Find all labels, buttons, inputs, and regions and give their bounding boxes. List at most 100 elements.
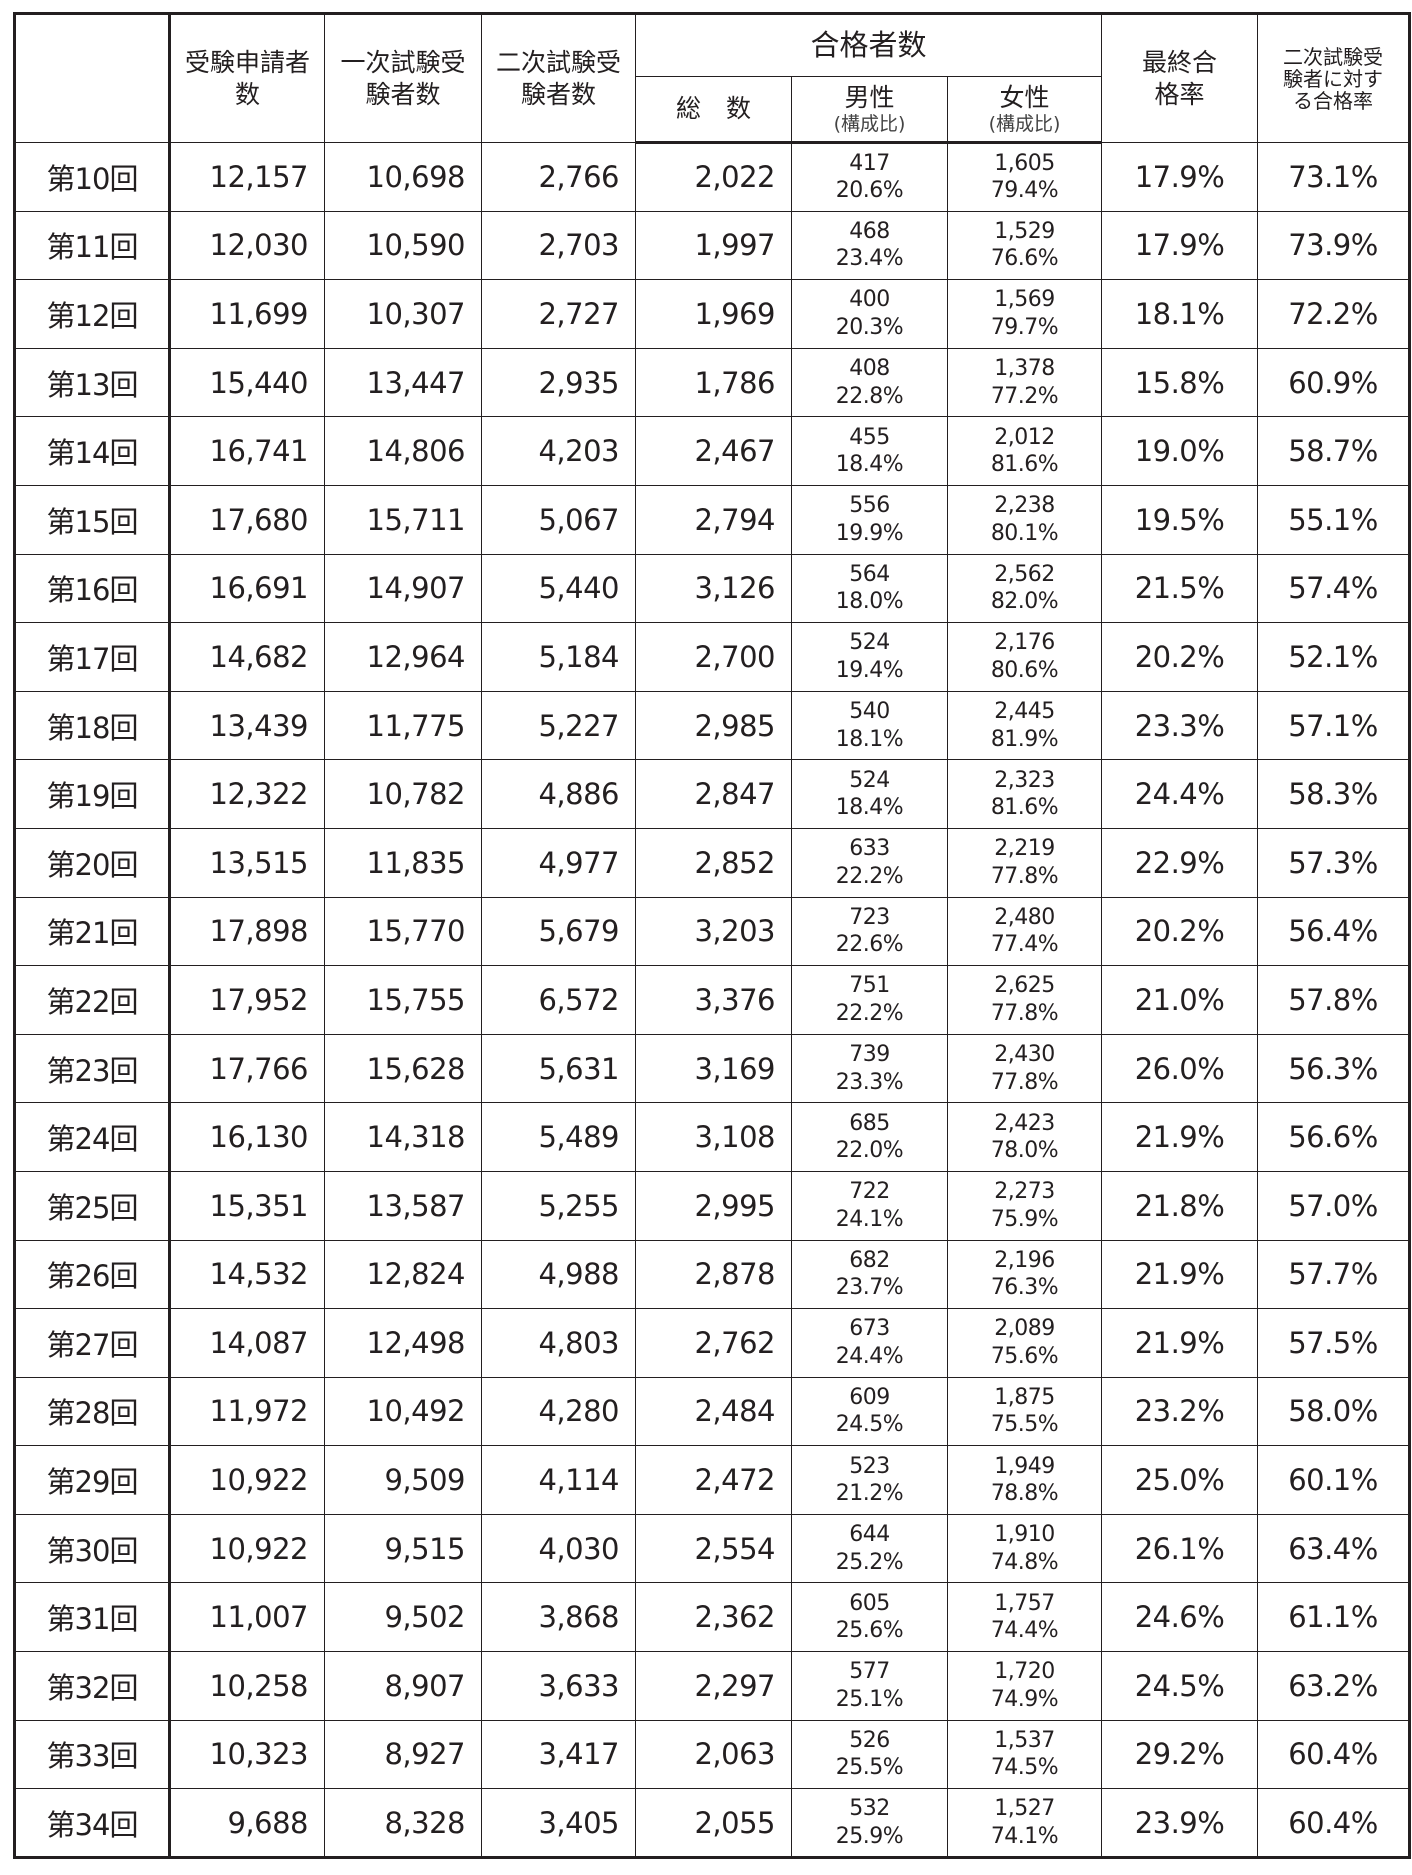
- round-label-value: 第25回: [46, 1190, 139, 1225]
- first-exam-cell: 9,515: [324, 1513, 482, 1584]
- round-label: 第14回: [14, 416, 171, 486]
- first-exam-cell-value: 10,590: [366, 228, 466, 263]
- final-rate-cell: 23.9%: [1101, 1788, 1259, 1858]
- total-passers-cell-value: 2,362: [694, 1600, 775, 1635]
- first-exam-cell-value: 12,498: [366, 1325, 466, 1360]
- rate-vs-second-cell: 57.8%: [1257, 965, 1410, 1035]
- table-row: 第29回 10,922 9,509 4,114 2,472 523 21.2% 1,949 78…: [14, 1445, 1410, 1515]
- table-row: 第34回 9,688 8,328 3,405 2,055 532 25.9% 1,527 74.…: [14, 1788, 1410, 1858]
- final-rate-cell-value: 21.0%: [1134, 982, 1225, 1017]
- rate-vs-second-cell-value: 73.9%: [1288, 228, 1378, 263]
- corner-header: [14, 13, 171, 143]
- final-rate-cell: 26.0%: [1101, 1033, 1259, 1104]
- final-rate-cell-value: 21.8%: [1134, 1188, 1225, 1223]
- female-passers-cell-value: 2,176: [994, 630, 1055, 656]
- final-rate-cell: 29.2%: [1101, 1719, 1259, 1790]
- male-passers-cell-value: 18.0%: [835, 589, 904, 615]
- final-rate-cell-value: 20.2%: [1134, 914, 1225, 949]
- second-exam-cell-value: 5,067: [538, 502, 619, 537]
- total-passers-cell: 2,794: [635, 484, 792, 555]
- first-exam-cell-value: 9,502: [384, 1600, 465, 1635]
- female-passers-cell-value: 2,196: [994, 1247, 1055, 1273]
- round-label-value: 第24回: [46, 1122, 139, 1157]
- header-passers: 合格者数: [634, 13, 1103, 77]
- male-passers-cell: 682 23.7%: [791, 1239, 948, 1310]
- male-passers-cell-value: 417: [849, 150, 890, 176]
- male-passers-cell: 455 18.4%: [791, 416, 948, 486]
- applicants-cell-value: 15,351: [209, 1188, 309, 1223]
- total-passers-cell: 3,203: [635, 896, 792, 967]
- female-passers-cell-value: 75.6%: [990, 1343, 1059, 1369]
- first-exam-cell-value: 10,307: [366, 296, 466, 331]
- male-passers-cell-value: 22.6%: [835, 932, 904, 958]
- first-exam-cell: 14,907: [324, 553, 482, 624]
- male-passers-cell-value: 540: [849, 699, 890, 725]
- round-label-value: 第18回: [46, 710, 139, 745]
- male-passers-cell-value: 22.2%: [835, 863, 904, 889]
- male-passers-cell: 524 19.4%: [791, 622, 948, 692]
- round-label-value: 第22回: [46, 984, 139, 1019]
- first-exam-cell-value: 13,587: [366, 1188, 466, 1223]
- round-label: 第20回: [14, 827, 171, 898]
- female-passers-cell: 1,537 74.5%: [946, 1719, 1103, 1790]
- round-label: 第23回: [14, 1033, 171, 1104]
- male-passers-cell-value: 526: [849, 1727, 890, 1753]
- second-exam-cell-value: 3,633: [538, 1668, 619, 1703]
- second-exam-cell: 4,030: [481, 1513, 636, 1584]
- final-rate-cell: 21.9%: [1101, 1102, 1259, 1172]
- first-exam-cell-value: 10,698: [366, 159, 466, 194]
- total-passers-cell: 1,969: [635, 279, 792, 349]
- table-row: 第22回 17,952 15,755 6,572 3,376 751 22.2% 2,625 7…: [14, 965, 1410, 1035]
- final-rate-cell-value: 23.3%: [1134, 708, 1225, 743]
- total-passers-cell-value: 3,203: [694, 914, 775, 949]
- round-label: 第24回: [14, 1102, 171, 1172]
- applicants-cell-value: 17,898: [209, 914, 309, 949]
- total-passers-cell: 1,786: [635, 347, 792, 418]
- applicants-cell-value: 17,680: [209, 502, 309, 537]
- first-exam-cell-value: 8,328: [384, 1805, 465, 1840]
- second-exam-cell-value: 5,679: [538, 914, 619, 949]
- final-rate-cell-value: 23.2%: [1134, 1394, 1225, 1429]
- table-row: 第18回 13,439 11,775 5,227 2,985 540 18.1% 2,445 8…: [14, 690, 1410, 761]
- final-rate-cell: 20.2%: [1101, 622, 1259, 692]
- round-label: 第25回: [14, 1170, 171, 1241]
- table-row: 第11回 12,030 10,590 2,703 1,997 468 23.4% 1,529 7…: [14, 210, 1410, 281]
- male-passers-cell-value: 523: [849, 1453, 890, 1479]
- applicants-cell-value: 10,922: [209, 1463, 309, 1498]
- female-passers-cell-value: 1,527: [994, 1796, 1055, 1822]
- rate-vs-second-cell: 73.1%: [1257, 142, 1410, 212]
- female-passers-cell: 1,949 78.8%: [946, 1445, 1103, 1515]
- female-passers-cell-value: 2,562: [994, 561, 1055, 587]
- table-row: 第31回 11,007 9,502 3,868 2,362 605 25.6% 1,757 74…: [14, 1582, 1410, 1653]
- header-female: 女性 (構成比): [946, 76, 1103, 144]
- female-passers-cell: 1,527 74.1%: [946, 1788, 1103, 1858]
- female-passers-cell-value: 2,238: [994, 493, 1055, 519]
- male-passers-cell-value: 18.4%: [835, 452, 904, 478]
- male-passers-cell-value: 400: [849, 287, 890, 313]
- applicants-cell-value: 11,972: [209, 1394, 309, 1429]
- second-exam-cell-value: 5,227: [538, 708, 619, 743]
- final-rate-cell-value: 24.5%: [1134, 1668, 1225, 1703]
- female-passers-cell-value: 1,949: [994, 1453, 1055, 1479]
- female-passers-cell-value: 74.9%: [990, 1686, 1059, 1712]
- first-exam-cell: 11,775: [324, 690, 482, 761]
- rate-vs-second-cell-value: 56.4%: [1288, 914, 1378, 949]
- second-exam-cell: 3,405: [481, 1788, 636, 1858]
- male-passers-cell-value: 23.4%: [835, 246, 904, 272]
- table-row: 第26回 14,532 12,824 4,988 2,878 682 23.7% 2,196 7…: [14, 1239, 1410, 1310]
- rate-vs-second-cell-value: 56.3%: [1288, 1051, 1378, 1086]
- rate-vs-second-cell-value: 60.4%: [1288, 1737, 1378, 1772]
- first-exam-cell: 9,509: [324, 1445, 482, 1515]
- female-passers-cell: 2,480 77.4%: [946, 896, 1103, 967]
- female-passers-cell: 1,529 76.6%: [946, 210, 1103, 281]
- female-passers-cell: 2,445 81.9%: [946, 690, 1103, 761]
- applicants-cell-value: 12,322: [209, 777, 309, 812]
- male-passers-cell-value: 22.2%: [835, 1000, 904, 1026]
- male-passers-cell-value: 468: [849, 218, 890, 244]
- total-passers-cell-value: 2,022: [694, 160, 775, 195]
- female-passers-cell-value: 1,537: [994, 1727, 1055, 1753]
- male-passers-cell-value: 644: [849, 1522, 890, 1548]
- round-label: 第12回: [14, 279, 171, 349]
- rate-vs-second-cell: 72.2%: [1257, 279, 1410, 349]
- male-passers-cell-value: 23.3%: [835, 1069, 904, 1095]
